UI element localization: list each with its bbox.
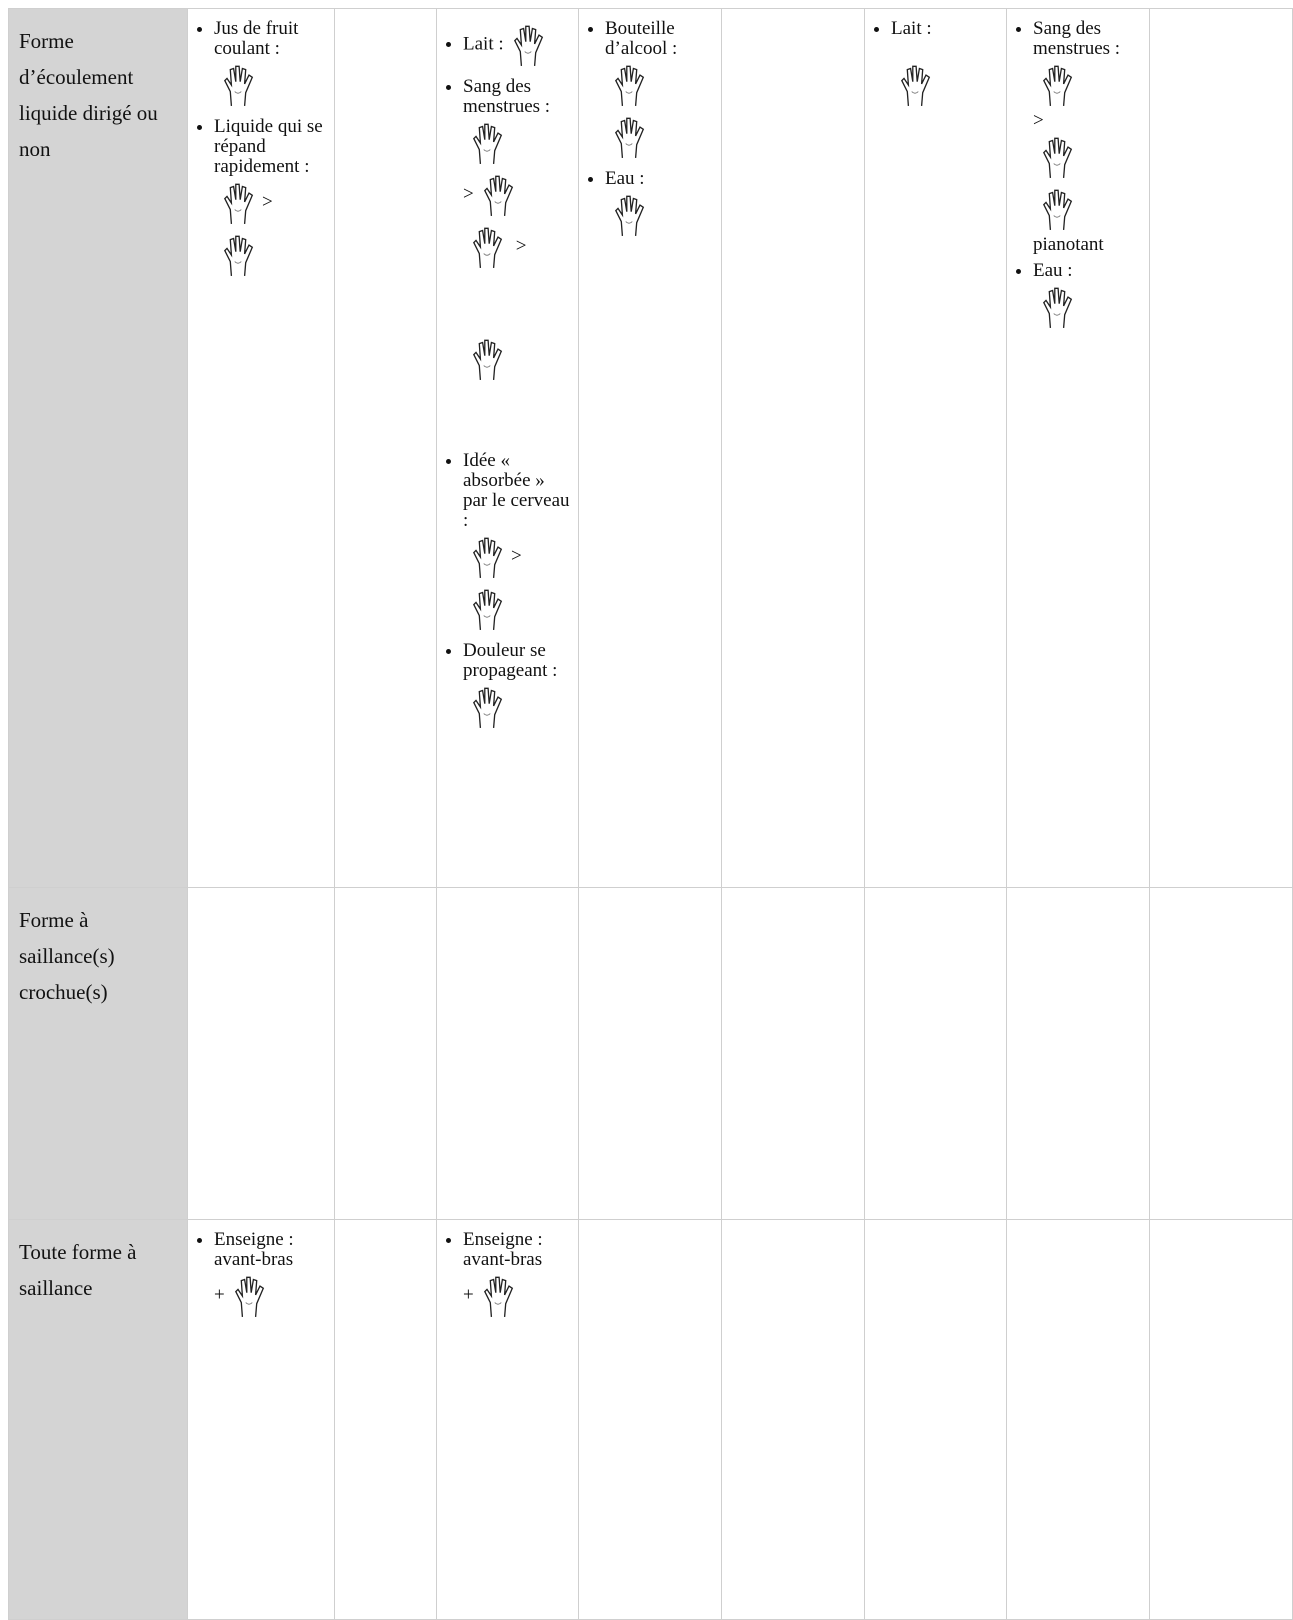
symbol: >	[463, 183, 474, 205]
row: Forme d’écoulement liquide dirigé ou non…	[8, 8, 1293, 888]
item-text: Lait :	[463, 33, 504, 55]
symbol: >	[1033, 110, 1044, 131]
hand-icon	[216, 181, 260, 225]
cell	[864, 1219, 1007, 1620]
cell	[721, 887, 865, 1220]
hand-icon	[465, 587, 509, 631]
item: Enseigne : avant-bras +	[463, 1230, 572, 1322]
hand-icon	[216, 63, 260, 107]
item-text: Eau :	[1033, 260, 1073, 281]
cell: Enseigne : avant-bras +	[187, 1219, 335, 1620]
hand-icon	[227, 1274, 271, 1318]
item: Enseigne : avant-bras +	[214, 1230, 328, 1322]
symbol: >	[262, 191, 273, 213]
hand-icon	[607, 115, 651, 159]
cell	[721, 1219, 865, 1620]
item-text: Sang des menstrues :	[463, 76, 551, 117]
page: {"rows": [ {"label": "Forme d’écoulement…	[0, 0, 1293, 1546]
item: Idée « absorbée » par le cerveau : >	[463, 451, 572, 635]
cell: Lait :	[864, 8, 1007, 888]
item-text: Liquide qui se répand rapidement :	[214, 116, 323, 177]
item-text: Douleur se propageant :	[463, 640, 558, 681]
item: Liquide qui se répand rapidement : >	[214, 117, 328, 281]
row-label: Toute forme à saillance	[8, 1219, 188, 1620]
cell	[1006, 1219, 1150, 1620]
sign-table: Forme d’écoulement liquide dirigé ou non…	[8, 8, 1293, 1620]
cell	[578, 1219, 722, 1620]
item: Douleur se propageant :	[463, 641, 572, 733]
cell: Jus de fruit coulant : Liquide qui se ré…	[187, 8, 335, 888]
cell	[334, 8, 437, 888]
cell	[1149, 887, 1293, 1220]
cell	[721, 8, 865, 888]
item: Eau :	[1033, 261, 1143, 333]
cell	[864, 887, 1007, 1220]
item: Lait :	[891, 19, 1000, 111]
cell: Sang des menstrues : > pianotant Eau :	[1006, 8, 1150, 888]
row: Toute forme à saillance Enseigne : avant…	[8, 1219, 1293, 1620]
hand-icon	[465, 337, 509, 381]
cell	[1149, 8, 1293, 888]
hand-icon	[465, 535, 509, 579]
hand-icon	[465, 121, 509, 165]
hand-icon	[465, 685, 509, 729]
item-text: Enseigne : avant-bras	[214, 1229, 294, 1270]
hand-icon	[476, 173, 520, 217]
cell	[1149, 1219, 1293, 1620]
hand-icon	[1035, 135, 1079, 179]
symbol: >	[515, 235, 527, 257]
symbol: >	[511, 545, 522, 567]
hand-icon	[1035, 187, 1079, 231]
cell	[436, 887, 579, 1220]
hand-icon	[607, 63, 651, 107]
cell	[1006, 887, 1150, 1220]
item-text: Sang des menstrues :	[1033, 18, 1121, 59]
item: Lait :	[463, 19, 572, 71]
item-text: Jus de fruit coulant :	[214, 18, 299, 59]
hand-icon	[506, 23, 550, 67]
row-label: Forme d’écoulement liquide dirigé ou non	[8, 8, 188, 888]
hand-icon	[216, 233, 260, 277]
hand-icon	[465, 225, 509, 269]
row-label: Forme à saillance(s) crochue(s)	[8, 887, 188, 1220]
hand-icon	[1035, 285, 1079, 329]
item-text: Idée « absorbée » par le cerveau :	[463, 450, 570, 531]
item: Eau :	[605, 169, 715, 241]
item-text: Enseigne : avant-bras	[463, 1229, 543, 1270]
cell: Bouteille d’alcool : Eau :	[578, 8, 722, 888]
hand-icon	[607, 193, 651, 237]
item: Bouteille d’alcool :	[605, 19, 715, 163]
item-text: Lait :	[891, 18, 932, 39]
item-text: pianotant	[1033, 234, 1104, 255]
item: Sang des menstrues : > pianotant	[1033, 19, 1143, 255]
cell: Lait : Sang des menstrues : > > Idée « ab…	[436, 8, 579, 888]
item: Jus de fruit coulant :	[214, 19, 328, 111]
cell	[187, 887, 335, 1220]
symbol: +	[214, 1284, 225, 1306]
item-text: Eau :	[605, 168, 645, 189]
cell	[334, 887, 437, 1220]
row: Forme à saillance(s) crochue(s)	[8, 887, 1293, 1220]
symbol: +	[463, 1284, 474, 1306]
item: Sang des menstrues : > >	[463, 77, 572, 445]
hand-icon	[893, 63, 937, 107]
cell	[334, 1219, 437, 1620]
cell	[578, 887, 722, 1220]
hand-icon	[476, 1274, 520, 1318]
hand-icon	[1035, 63, 1079, 107]
item-text: Bouteille d’alcool :	[605, 18, 678, 59]
cell: Enseigne : avant-bras +	[436, 1219, 579, 1620]
